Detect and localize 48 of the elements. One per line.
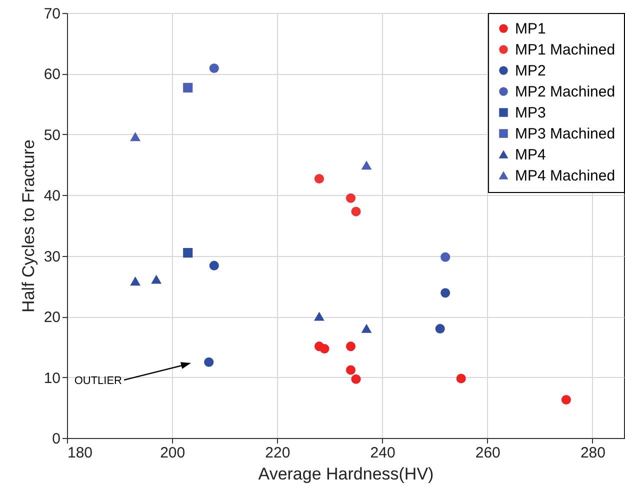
point	[440, 252, 450, 262]
legend-label: MP2	[515, 62, 546, 80]
x-tick-label: 220	[265, 444, 290, 462]
y-tick-label: 10	[44, 370, 60, 387]
legend-label: MP1	[515, 20, 546, 38]
point	[314, 174, 324, 184]
point	[314, 312, 324, 321]
point	[204, 357, 214, 367]
point	[130, 132, 140, 142]
y-tick-label: 50	[44, 126, 60, 144]
y-tick-label: 20	[44, 309, 60, 326]
point	[346, 365, 356, 375]
y-tick-label: 70	[44, 6, 60, 22]
point	[130, 277, 140, 286]
point	[209, 63, 219, 74]
y-axis-title: Half Cycles to Fracture	[18, 140, 38, 312]
x-axis-title: Average Hardness(HV)	[258, 464, 434, 484]
point	[440, 288, 450, 298]
y-tick-label: 0	[52, 430, 60, 448]
x-tick-label: 200	[160, 444, 186, 462]
x-tick-label: 260	[475, 444, 500, 462]
point	[351, 206, 361, 216]
point	[346, 193, 356, 203]
point	[561, 394, 571, 405]
legend-label: MP2 Machined	[515, 84, 616, 100]
point	[320, 344, 330, 354]
point	[346, 342, 356, 352]
x-tick-label: 280	[580, 444, 606, 462]
point	[209, 260, 219, 270]
point	[152, 275, 162, 284]
x-tick-label: 240	[370, 444, 396, 462]
legend-label: MP3 Machined	[515, 126, 616, 142]
point	[435, 324, 445, 334]
point	[456, 374, 466, 384]
point	[362, 161, 372, 170]
y-tick-label: 30	[44, 248, 60, 266]
point	[362, 324, 372, 333]
point	[183, 82, 193, 92]
point	[351, 374, 361, 384]
y-tick-label: 60	[44, 66, 60, 84]
point	[183, 248, 193, 258]
legend-label: MP3	[515, 104, 546, 122]
legend-label: MP4 Machined	[515, 168, 616, 184]
x-tick-label: 180	[68, 444, 93, 462]
annotation: OUTLIER	[74, 375, 122, 387]
y-tick-label: 40	[44, 188, 60, 205]
legend-label: MP4	[515, 146, 546, 164]
legend-label: MP1 Machined	[515, 42, 616, 58]
